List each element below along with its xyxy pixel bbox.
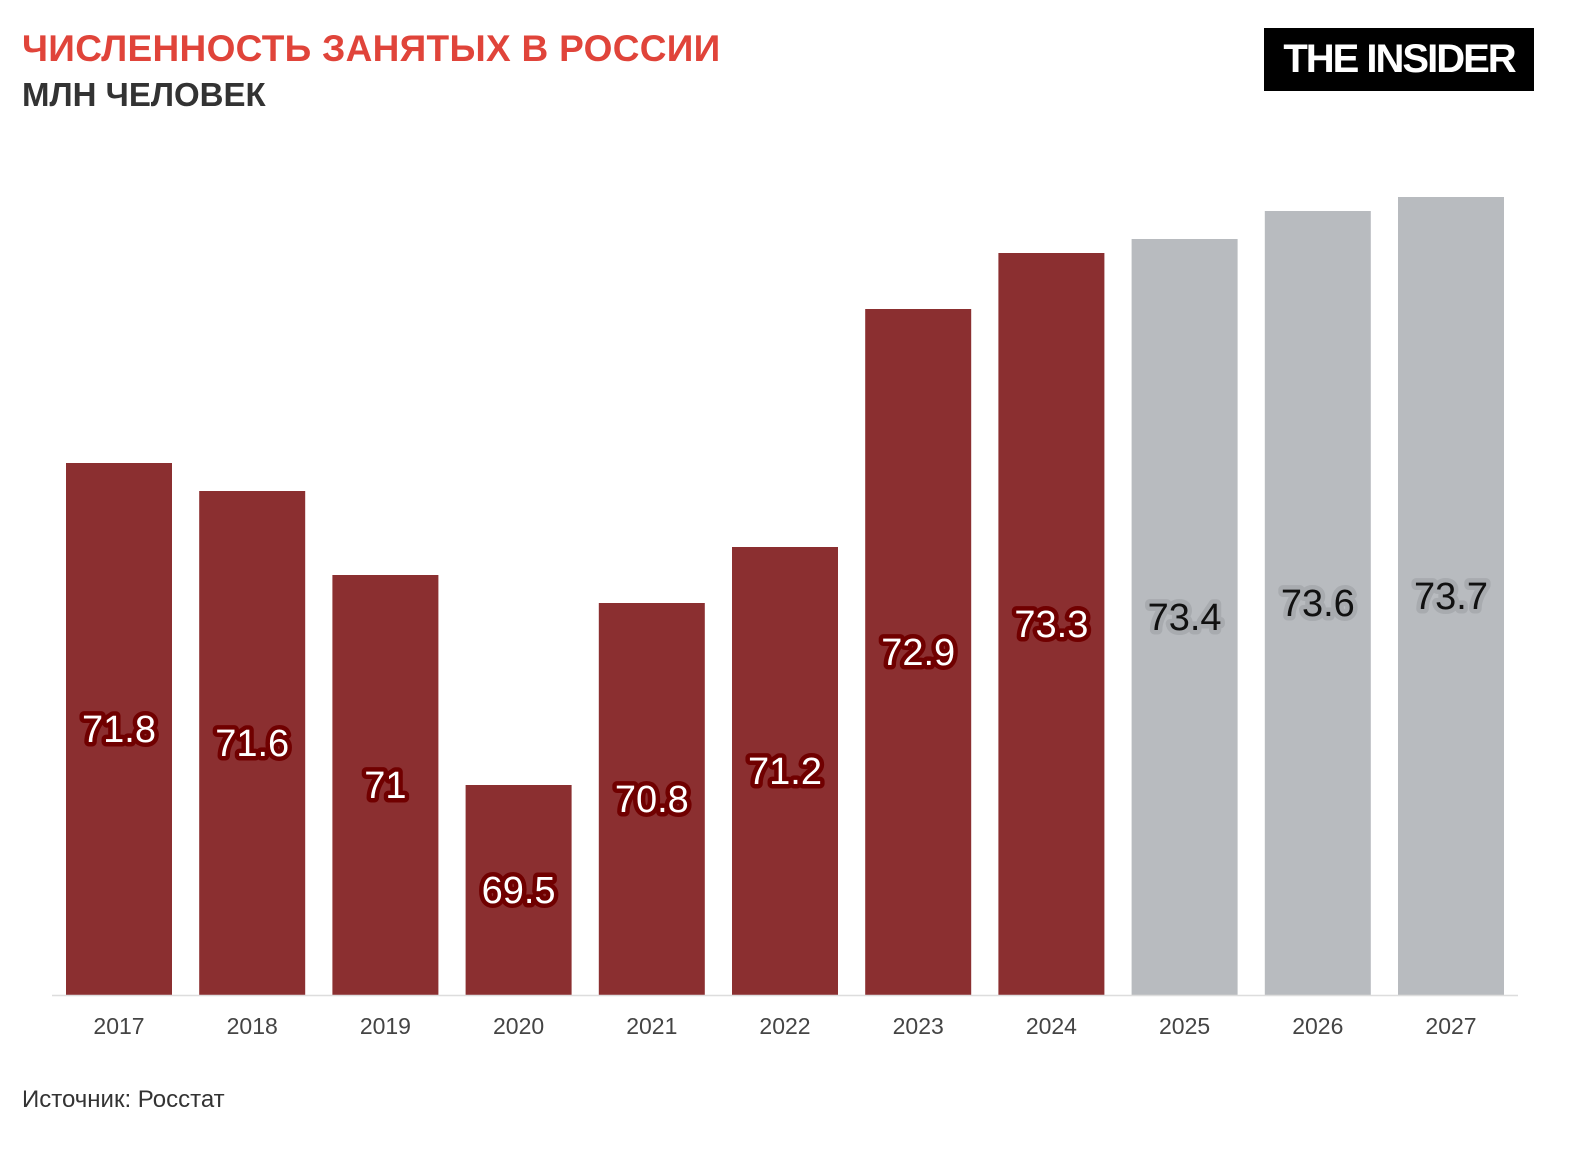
bar [598,603,705,995]
data-label: 69.5 [482,870,556,912]
bar [465,785,572,995]
bar [332,575,439,995]
source-note: Источник: Росстат [22,1086,225,1113]
data-label: 73.6 [1281,583,1355,625]
data-label: 72.9 [881,632,955,674]
bar [732,547,838,995]
x-tick-label: 2027 [1425,1013,1476,1039]
bar [66,463,172,995]
x-tick-label: 2019 [360,1013,411,1039]
data-label: 73.3 [1014,604,1088,646]
x-tick-label: 2025 [1159,1013,1210,1039]
x-tick-label: 2020 [493,1013,544,1039]
logo-text: THE INSIDER [1283,37,1516,81]
x-tick-label: 2017 [93,1013,144,1039]
data-label: 71.2 [748,751,822,793]
x-tick-label: 2026 [1292,1013,1343,1039]
bar [998,253,1105,995]
x-tick-label: 2023 [893,1013,944,1039]
data-label: 70.8 [615,779,689,821]
chart-title: ЧИСЛЕННОСТЬ ЗАНЯТЫХ В РОССИИ [22,28,721,69]
chart-subtitle: МЛН ЧЕЛОВЕК [22,76,266,113]
bar [1131,239,1238,995]
bar [1264,211,1371,995]
bar [1398,197,1504,995]
data-label: 73.4 [1148,597,1222,639]
data-label: 71.6 [215,723,289,765]
x-tick-label: 2018 [227,1013,278,1039]
data-label: 71 [364,765,406,807]
x-tick-label: 2024 [1026,1013,1077,1039]
bar [199,491,306,995]
x-tick-label: 2021 [626,1013,677,1039]
bar [865,309,972,995]
data-label: 73.7 [1414,576,1488,618]
data-label: 71.8 [82,709,156,751]
logo: THE INSIDER [1264,28,1534,91]
x-tick-label: 2022 [759,1013,810,1039]
